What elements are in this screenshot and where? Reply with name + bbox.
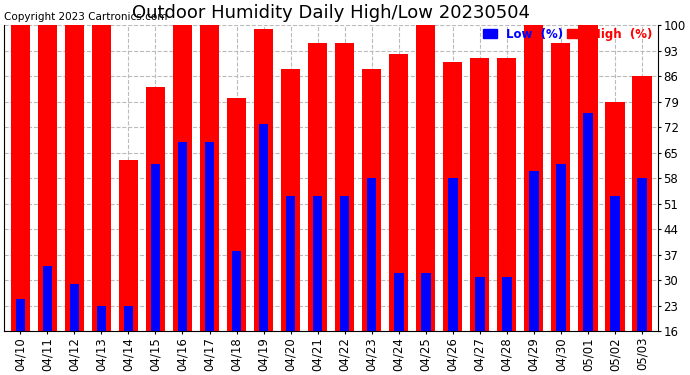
Bar [394, 273, 404, 375]
Bar [605, 102, 624, 375]
Legend: Low  (%), High  (%): Low (%), High (%) [483, 28, 652, 41]
Bar [475, 277, 484, 375]
Bar [65, 25, 84, 375]
Bar [551, 44, 571, 375]
Bar [15, 298, 26, 375]
Bar [146, 87, 165, 375]
Bar [177, 142, 188, 375]
Bar [200, 25, 219, 375]
Bar [416, 25, 435, 375]
Bar [205, 142, 215, 375]
Bar [119, 160, 138, 375]
Bar [10, 25, 30, 375]
Bar [443, 62, 462, 375]
Bar [70, 284, 79, 375]
Bar [637, 178, 647, 375]
Bar [421, 273, 431, 375]
Bar [556, 164, 566, 375]
Text: Copyright 2023 Cartronics.com: Copyright 2023 Cartronics.com [4, 12, 168, 22]
Bar [578, 25, 598, 375]
Bar [259, 123, 268, 375]
Bar [610, 196, 620, 375]
Bar [524, 25, 544, 375]
Bar [150, 164, 160, 375]
Bar [339, 196, 349, 375]
Bar [232, 251, 241, 375]
Bar [362, 69, 382, 375]
Bar [583, 112, 593, 375]
Bar [389, 54, 408, 375]
Bar [97, 306, 106, 375]
Bar [632, 76, 651, 375]
Bar [124, 306, 133, 375]
Bar [367, 178, 377, 375]
Bar [43, 266, 52, 375]
Bar [254, 29, 273, 375]
Bar [529, 171, 539, 375]
Bar [286, 196, 295, 375]
Bar [172, 25, 193, 375]
Bar [313, 196, 322, 375]
Title: Outdoor Humidity Daily High/Low 20230504: Outdoor Humidity Daily High/Low 20230504 [132, 4, 530, 22]
Bar [227, 98, 246, 375]
Bar [502, 277, 511, 375]
Bar [38, 25, 57, 375]
Bar [281, 69, 300, 375]
Bar [470, 58, 489, 375]
Bar [497, 58, 516, 375]
Bar [92, 25, 111, 375]
Bar [335, 44, 355, 375]
Bar [308, 44, 327, 375]
Bar [448, 178, 457, 375]
